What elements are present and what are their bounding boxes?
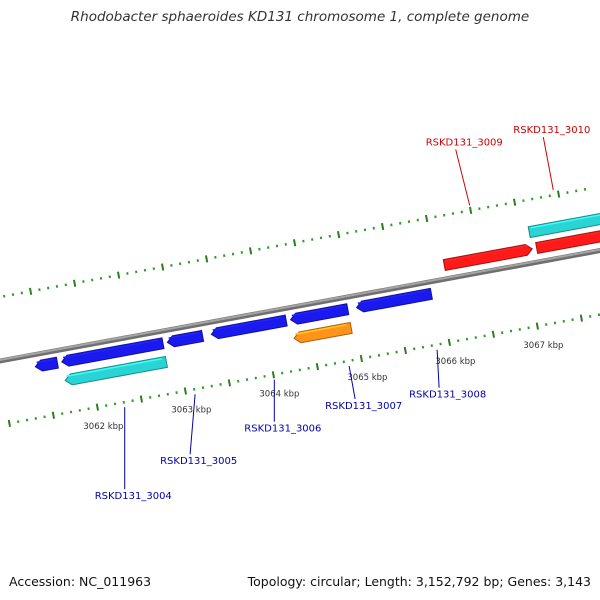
tick-mark-upper	[72, 279, 77, 287]
tick-label: 3065 kbp	[347, 373, 387, 383]
tick-mark-upper	[248, 247, 253, 255]
gene-leader-line	[436, 349, 440, 388]
tick-mark-lower	[403, 346, 408, 355]
tick-mark-upper	[556, 190, 561, 198]
gene-arrow-g3	[166, 329, 205, 348]
tick-mark-lower	[51, 411, 56, 419]
gene-shine-g9	[537, 231, 600, 245]
tick-mark-lower	[7, 419, 12, 427]
genome-summary-text: Topology: circular; Length: 3,152,792 bp…	[247, 574, 591, 589]
gene-shine-g10	[530, 214, 600, 229]
gene-label: RSKD131_3007	[325, 401, 402, 412]
tick-mark-upper	[424, 214, 429, 223]
tick-mark-upper	[116, 271, 121, 279]
tick-mark-upper	[336, 231, 341, 239]
gene-shine-g7	[357, 289, 427, 305]
tick-mark-lower	[447, 338, 452, 346]
gene-leader-line	[542, 136, 554, 191]
tick-mark-lower	[535, 322, 540, 330]
gene-arrow-g7	[355, 287, 433, 313]
tick-mark-upper	[468, 206, 473, 214]
tick-mark-lower	[227, 379, 232, 387]
tick-mark-upper	[512, 198, 517, 206]
tick-mark-lower	[271, 371, 276, 379]
gene-label: RSKD131_3010	[513, 125, 590, 136]
tick-mark-upper	[204, 255, 209, 263]
gene-shine-g5	[291, 305, 344, 317]
gene-shine-g8	[445, 244, 528, 262]
tick-mark-lower	[315, 363, 320, 371]
gene-shine-g0	[36, 358, 53, 364]
tick-label: 3062 kbp	[83, 422, 123, 432]
tick-mark-lower	[491, 330, 496, 338]
tick-mark-lower	[95, 403, 100, 411]
tick-mark-lower	[359, 354, 364, 363]
gene-shine-g1	[62, 339, 159, 359]
genome-title: Rhodobacter sphaeroides KD131 chromosome…	[70, 9, 530, 25]
gene-arrow-g6	[293, 321, 353, 344]
tick-mark-upper	[292, 239, 297, 247]
gene-arrow-g9	[535, 230, 600, 255]
tick-label: 3064 kbp	[259, 389, 299, 399]
gene-shine-g6	[295, 323, 347, 335]
gene-shine-g3	[168, 331, 198, 339]
tick-mark-lower	[183, 387, 188, 395]
gene-label: RSKD131_3006	[244, 424, 321, 435]
gene-label: RSKD131_3004	[95, 491, 172, 502]
accession-text: Accession: NC_011963	[9, 574, 152, 589]
gene-label: RSKD131_3005	[160, 456, 237, 467]
gene-leader-line	[455, 149, 471, 206]
gene-arrow-g4	[210, 314, 288, 340]
tick-label: 3067 kbp	[523, 341, 563, 351]
tick-mark-upper	[28, 287, 33, 295]
gene-arrow-g5	[289, 303, 350, 325]
gene-label: RSKD131_3008	[409, 390, 486, 401]
tick-mark-lower	[579, 314, 584, 322]
tick-mark-upper	[380, 222, 385, 231]
gene-shine-g4	[212, 316, 282, 331]
gene-arrow-g0	[34, 356, 59, 372]
gene-arrow-g1	[61, 337, 165, 367]
gene-arrow-g8	[442, 243, 534, 272]
backbone-line	[0, 248, 600, 362]
gene-arrow-g2	[64, 355, 168, 386]
gene-arrow-g10	[527, 212, 600, 239]
gene-leader-line	[189, 394, 196, 455]
tick-mark-lower	[139, 395, 144, 403]
tick-label: 3063 kbp	[171, 406, 211, 416]
gene-shine-g2	[66, 357, 162, 377]
gene-label: RSKD131_3009	[426, 137, 503, 148]
tick-mark-upper	[160, 263, 165, 271]
gene-leader-line	[348, 365, 356, 399]
tick-label: 3066 kbp	[435, 357, 475, 367]
